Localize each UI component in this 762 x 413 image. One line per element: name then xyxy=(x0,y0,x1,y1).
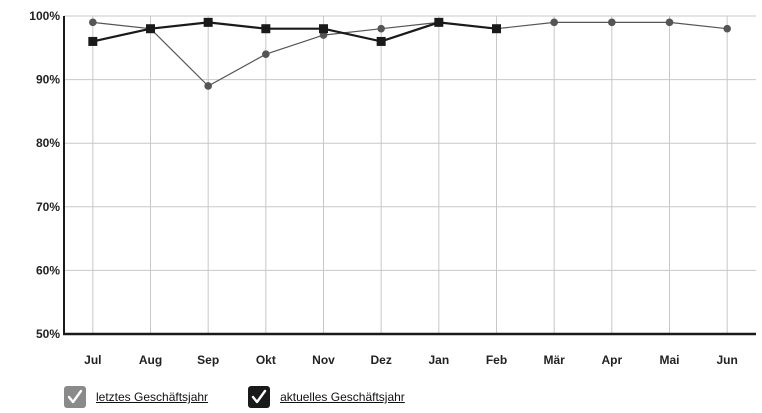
data-point-circle xyxy=(608,18,616,27)
y-tick-label: 80% xyxy=(36,136,60,150)
x-tick-label: Apr xyxy=(601,353,622,367)
x-tick-label: Jan xyxy=(428,353,449,367)
y-tick-label: 100% xyxy=(29,9,60,23)
checkmark-icon xyxy=(251,389,267,404)
x-tick-label: Jun xyxy=(716,353,737,367)
data-point-square xyxy=(88,36,98,46)
data-point-circle xyxy=(204,82,212,90)
data-point-circle xyxy=(262,50,270,58)
x-tick-label: Aug xyxy=(139,353,162,367)
x-tick-label: Sep xyxy=(197,353,219,367)
x-tick-label: Dez xyxy=(370,353,391,367)
y-tick-label: 60% xyxy=(36,263,60,277)
checkbox-last-year[interactable] xyxy=(64,386,86,408)
checkmark-icon xyxy=(67,389,83,404)
legend-item-current-year[interactable]: aktuelles Geschäftsjahr xyxy=(248,386,405,408)
x-tick-label: Nov xyxy=(312,353,335,367)
data-point-circle xyxy=(89,18,97,27)
series-line-1 xyxy=(92,21,497,43)
y-tick-label: 70% xyxy=(36,200,60,214)
data-point-square xyxy=(492,24,501,34)
y-tick-label: 50% xyxy=(36,327,60,341)
x-tick-label: Mär xyxy=(543,353,565,367)
checkbox-current-year[interactable] xyxy=(248,386,271,408)
legend-item-last-year[interactable]: letztes Geschäftsjahr xyxy=(64,386,208,408)
data-point-circle xyxy=(665,18,674,27)
legend-label-current-year[interactable]: aktuelles Geschäftsjahr xyxy=(280,390,405,404)
data-point-square xyxy=(319,24,328,34)
data-point-circle xyxy=(550,18,558,27)
x-tick-label: Feb xyxy=(486,353,507,367)
data-point-square xyxy=(261,24,271,34)
x-tick-label: Mai xyxy=(659,353,679,367)
x-tick-label: Okt xyxy=(256,353,276,367)
y-tick-label: 90% xyxy=(36,73,60,87)
data-point-square xyxy=(434,17,444,27)
series-line-0 xyxy=(92,21,728,87)
line-chart: 50% 60% 70% 80% 90% 100% Jul Aug Sep Okt Nov Dez Jan… xyxy=(29,9,756,367)
data-point-square xyxy=(203,17,213,27)
legend: letztes Geschäftsjahr aktuelles Geschäft… xyxy=(64,386,445,408)
data-point-square xyxy=(376,36,386,46)
legend-label-last-year[interactable]: letztes Geschäftsjahr xyxy=(96,390,209,404)
data-point-circle xyxy=(723,24,731,33)
x-tick-label: Jul xyxy=(84,353,101,367)
data-point-circle xyxy=(377,24,385,33)
data-point-square xyxy=(146,24,155,34)
